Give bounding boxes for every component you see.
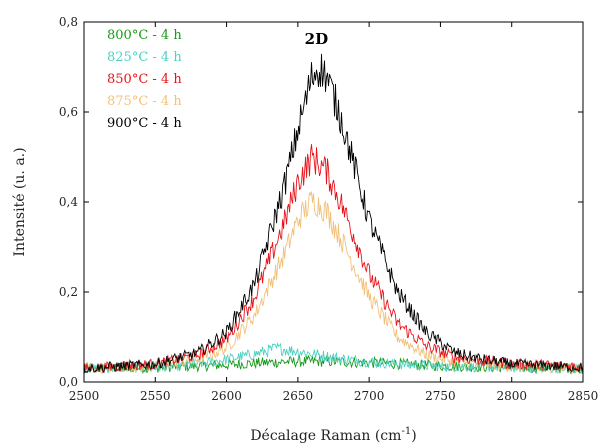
- legend-entry: 875°C - 4 h: [107, 94, 182, 109]
- peak-annotation: 2D: [305, 30, 328, 48]
- x-axis-title: Décalage Raman (cm-1): [250, 426, 416, 444]
- x-tick-label: 2750: [425, 389, 456, 403]
- series-line-2: [83, 144, 584, 374]
- axis-ticks: 2500 2550 2600 2650 2700 2750 2800 2850 0,0 0,2 0,…: [59, 15, 598, 403]
- legend-entry: 900°C - 4 h: [107, 116, 182, 131]
- x-axis-title-main: Décalage Raman (cm: [250, 428, 401, 444]
- x-tick-label: 2600: [211, 389, 242, 403]
- legend-entry: 825°C - 4 h: [107, 50, 182, 65]
- x-tick-label: 2650: [283, 389, 314, 403]
- y-tick-label: 0,4: [59, 195, 78, 209]
- x-axis-title-superscript: -1: [401, 426, 411, 437]
- x-tick-label: 2500: [69, 389, 100, 403]
- series-line-4: [83, 53, 584, 374]
- series-line-3: [83, 191, 584, 375]
- legend-entry: 800°C - 4 h: [107, 28, 182, 43]
- legend: 800°C - 4 h 825°C - 4 h 850°C - 4 h 875°C -…: [107, 28, 182, 131]
- x-tick-label: 2550: [140, 389, 171, 403]
- x-tick-label: 2700: [354, 389, 385, 403]
- x-axis-title-close: ): [411, 428, 416, 444]
- legend-entry: 850°C - 4 h: [107, 72, 182, 87]
- series-traces: [83, 53, 584, 375]
- x-tick-label: 2850: [568, 389, 599, 403]
- y-tick-label: 0,0: [59, 375, 78, 389]
- y-tick-label: 0,6: [59, 105, 78, 119]
- y-axis-title: Intensité (u. a.): [12, 147, 28, 256]
- y-tick-label: 0,8: [59, 15, 78, 29]
- y-tick-label: 0,2: [59, 285, 78, 299]
- x-tick-label: 2800: [496, 389, 527, 403]
